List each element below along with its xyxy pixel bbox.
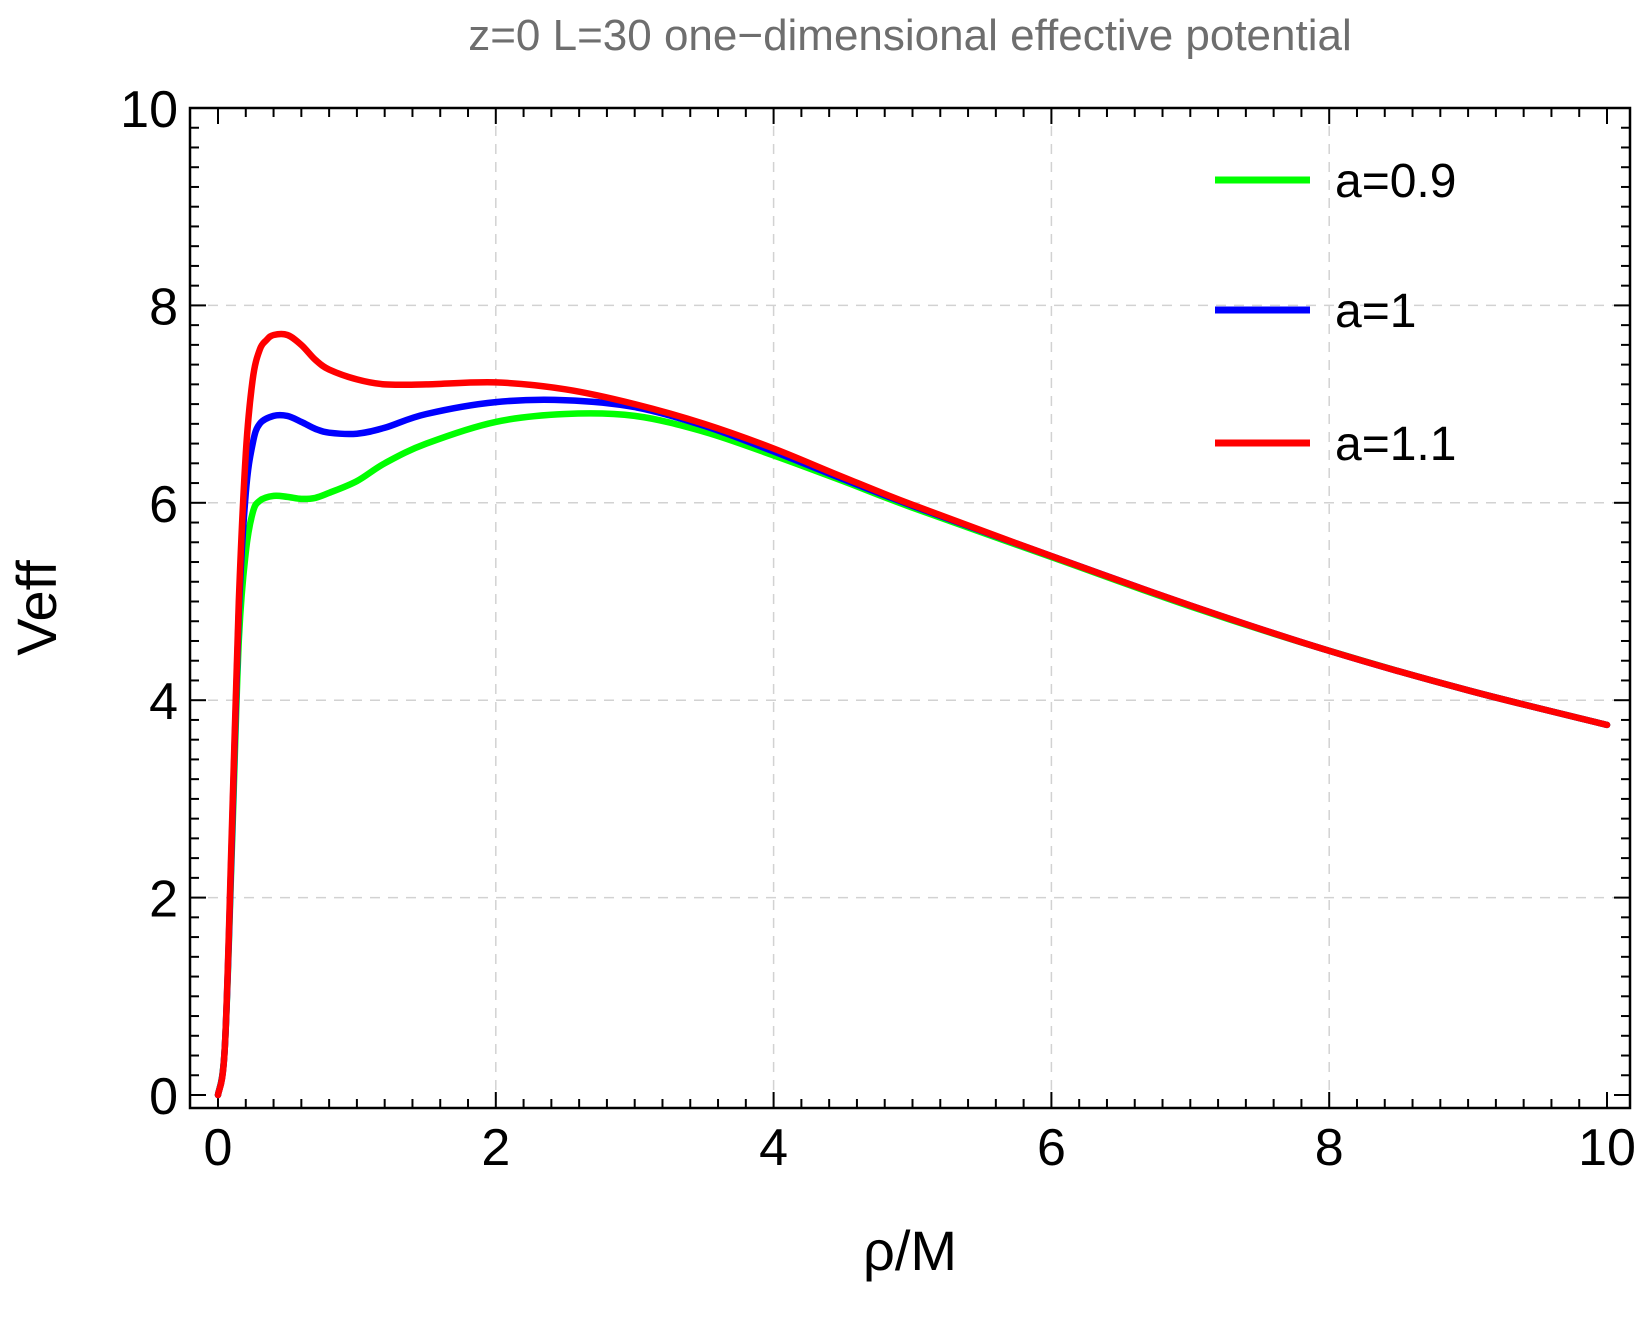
grid-lines [190,108,1630,1108]
chart-title: z=0 L=30 one−dimensional effective poten… [468,11,1352,60]
plot-frame [188,106,1632,1110]
y-tick-label: 0 [149,1068,178,1126]
x-tick-label: 10 [1578,1119,1636,1177]
y-tick-label: 8 [149,278,178,336]
x-tick-label: 0 [204,1119,233,1177]
x-axis-label: ρ/M [863,1219,957,1282]
legend-label: a=1 [1335,285,1416,338]
x-tick-label: 4 [759,1119,788,1177]
x-tick-labels: 0 2 4 6 8 10 [204,1119,1636,1177]
y-tick-label: 10 [120,81,178,139]
legend-label: a=1.1 [1335,418,1456,471]
series-line-1 [214,410,1611,1099]
x-tick-label: 8 [1315,1119,1344,1177]
x-tick-label: 6 [1037,1119,1066,1177]
y-tick-label: 6 [149,476,178,534]
y-axis-label: Veff [5,560,68,656]
series-line-3 [214,330,1611,1099]
x-tick-label: 2 [481,1119,510,1177]
y-tick-label: 4 [149,673,178,731]
series-lines [214,330,1611,1099]
minor-ticks [190,107,1630,1108]
y-tick-label: 2 [149,871,178,929]
legend: a=0.9 a=1 a=1.1 [1215,155,1456,471]
y-tick-labels: 0 2 4 6 8 10 [120,81,178,1126]
legend-label: a=0.9 [1335,155,1456,208]
